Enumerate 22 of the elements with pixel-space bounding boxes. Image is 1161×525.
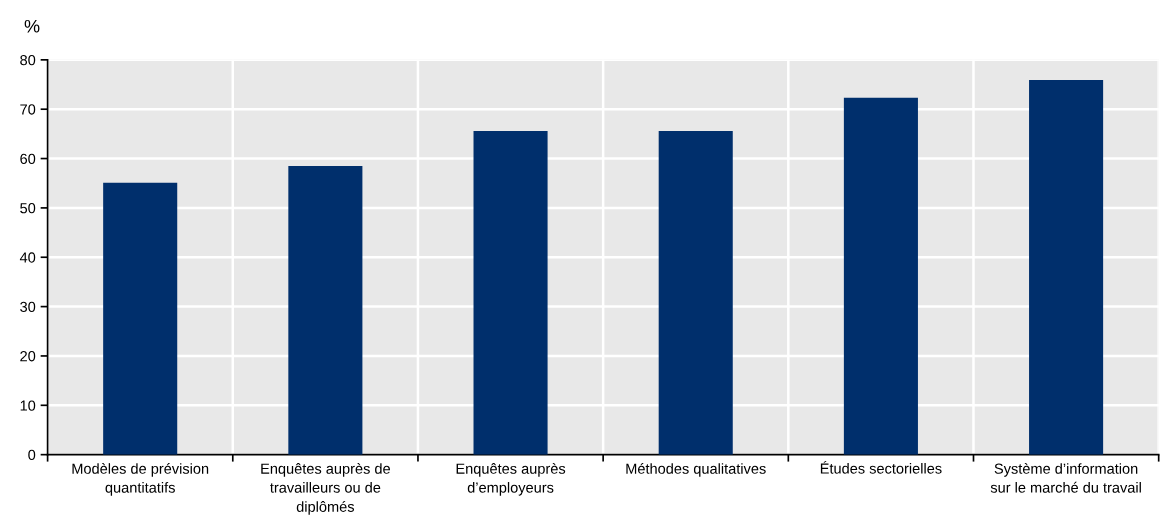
y-tick-label: 30 [20, 301, 36, 313]
y-tick-label: 80 [20, 54, 36, 66]
bar [288, 165, 363, 455]
y-tick-label: 0 [28, 449, 36, 461]
bar [473, 130, 548, 455]
bar [843, 97, 918, 455]
y-tick-label: 70 [20, 104, 36, 115]
x-tick-label: Modèles de prévision quantitatifs [72, 462, 209, 496]
y-axis-title: % [24, 19, 40, 33]
x-tick-label: Enquêtes auprès de travailleurs ou de diplômés [261, 462, 390, 515]
y-tick-label: 20 [20, 351, 36, 362]
x-tick-label: Études sectorielles [820, 460, 942, 474]
y-tick-label: 60 [20, 153, 36, 164]
x-tick-label: Méthodes qualitatives [626, 462, 766, 477]
y-tick-label: 50 [20, 203, 36, 214]
x-tick-label: Système d’information sur le marché du travail [990, 462, 1141, 493]
bar [103, 182, 178, 455]
bar [1029, 80, 1104, 455]
y-tick-label: 40 [19, 252, 36, 263]
y-tick-label: 10 [20, 400, 36, 411]
x-tick-label: Enquêtes auprès d’employeurs [456, 462, 566, 496]
bar [658, 130, 733, 455]
